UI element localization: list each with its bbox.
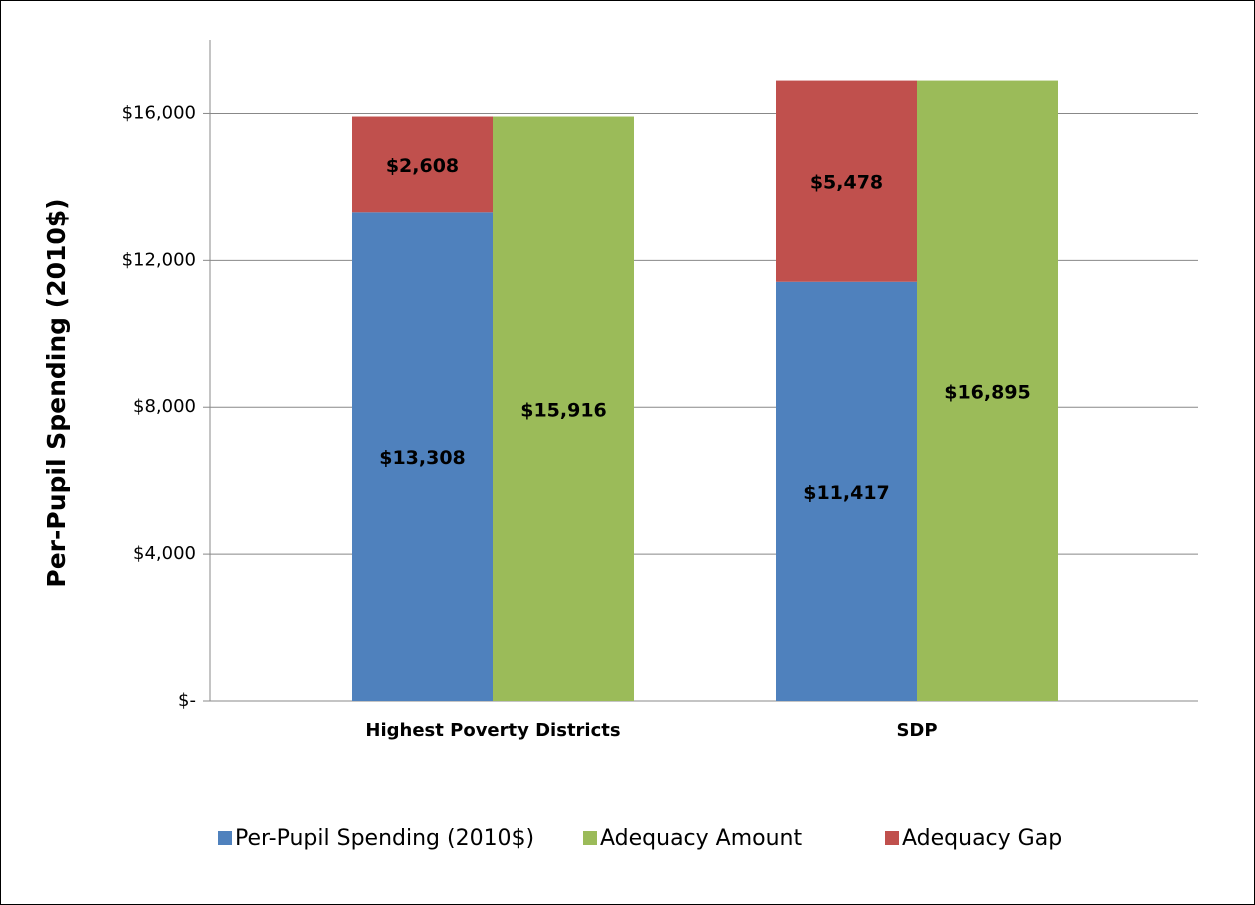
data-label: $16,895 (944, 381, 1031, 403)
bar (917, 80, 1058, 701)
data-label: $15,916 (520, 399, 607, 421)
data-label: $11,417 (803, 482, 890, 504)
x-tick-label: Highest Poverty Districts (365, 720, 620, 741)
y-axis-title: Per-Pupil Spending (2010$) (42, 198, 71, 587)
data-label: $2,608 (386, 155, 459, 177)
legend-swatch (885, 831, 899, 845)
data-label: $13,308 (379, 447, 466, 469)
y-tick-label: $12,000 (122, 249, 196, 270)
legend-label: Per-Pupil Spending (2010$) (235, 826, 534, 851)
y-tick-label: $16,000 (122, 102, 196, 123)
y-tick-label: $- (178, 690, 196, 711)
bar (352, 116, 493, 213)
legend-swatch (218, 831, 232, 845)
legend-swatch (583, 831, 597, 845)
legend-label: Adequacy Amount (600, 826, 802, 851)
legend-label: Adequacy Gap (902, 826, 1062, 851)
bar (776, 80, 917, 282)
bar (493, 116, 634, 701)
x-tick-label: SDP (896, 720, 937, 741)
y-tick-label: $4,000 (133, 543, 196, 564)
bar (352, 212, 493, 701)
data-label: $5,478 (810, 172, 883, 194)
y-tick-label: $8,000 (133, 396, 196, 417)
bar (776, 281, 917, 701)
